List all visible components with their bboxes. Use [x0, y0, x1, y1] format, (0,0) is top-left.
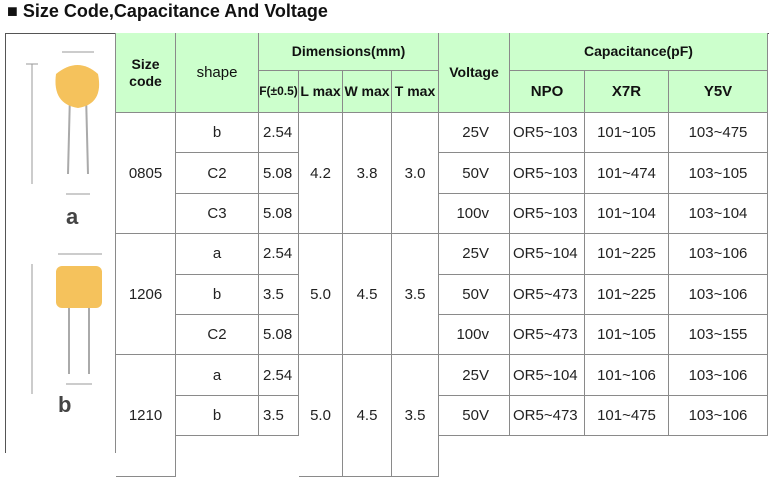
npo: OR5~473 [510, 315, 585, 356]
page: ■ Size Code,Capacitance And Voltage a b … [5, 1, 769, 477]
dimension: 3.0 [392, 113, 439, 235]
shape: C3 [176, 193, 259, 235]
header-cell: Voltage [439, 33, 510, 113]
shape: b [176, 395, 259, 437]
image-label: b [58, 392, 71, 417]
shape: a [176, 234, 259, 275]
f-value: 3.5 [259, 274, 299, 315]
f-value: 5.08 [259, 315, 299, 356]
header-cell: Dimensions(mm) [259, 33, 439, 71]
f-value: 2.54 [259, 355, 299, 396]
shape: b [176, 274, 259, 315]
y5v: 103~106 [669, 274, 768, 315]
voltage: 25V [439, 355, 510, 396]
voltage: 50V [439, 274, 510, 315]
x7r: 101~475 [585, 395, 669, 437]
npo: OR5~473 [510, 274, 585, 315]
header-cell: T max [392, 71, 439, 113]
npo: OR5~103 [510, 153, 585, 194]
header-cell: NPO [510, 71, 585, 113]
shape: C2 [176, 315, 259, 356]
y5v: 103~104 [669, 193, 768, 235]
npo: OR5~103 [510, 193, 585, 235]
size-code: 1206 [116, 234, 176, 356]
voltage: 25V [439, 113, 510, 154]
dimension: 4.5 [343, 355, 392, 477]
npo: OR5~473 [510, 395, 585, 437]
y5v: 103~106 [669, 355, 768, 396]
voltage: 100v [439, 315, 510, 356]
image-column [5, 33, 116, 453]
f-value: 2.54 [259, 234, 299, 275]
f-value: 2.54 [259, 113, 299, 154]
header-cell: F(±0.5) [259, 71, 299, 113]
x7r: 101~106 [585, 355, 669, 396]
x7r: 101~104 [585, 193, 669, 235]
voltage: 100v [439, 193, 510, 235]
dimension: 5.0 [299, 355, 343, 477]
shape: b [176, 113, 259, 154]
npo: OR5~104 [510, 355, 585, 396]
voltage: 50V [439, 153, 510, 194]
x7r: 101~105 [585, 113, 669, 154]
x7r: 101~225 [585, 234, 669, 275]
size-code: 1210 [116, 355, 176, 477]
dimension: 4.5 [343, 234, 392, 356]
x7r: 101~105 [585, 315, 669, 356]
shape: C2 [176, 153, 259, 194]
title: ■ Size Code,Capacitance And Voltage [7, 1, 328, 21]
npo: OR5~103 [510, 113, 585, 154]
x7r: 101~474 [585, 153, 669, 194]
dimension: 3.8 [343, 113, 392, 235]
capacitor-images: a b [26, 51, 102, 417]
y5v: 103~106 [669, 234, 768, 275]
y5v: 103~155 [669, 315, 768, 356]
dimension: 4.2 [299, 113, 343, 235]
y5v: 103~106 [669, 395, 768, 437]
dimension: 3.5 [392, 355, 439, 477]
size-code: 0805 [116, 113, 176, 235]
x7r: 101~225 [585, 274, 669, 315]
header-cell: L max [299, 71, 343, 113]
voltage: 50V [439, 395, 510, 437]
header-cell: Y5V [669, 71, 768, 113]
f-value: 3.5 [259, 395, 299, 437]
header-cell: shape [176, 33, 259, 113]
y5v: 103~475 [669, 113, 768, 154]
npo: OR5~104 [510, 234, 585, 275]
y5v: 103~105 [669, 153, 768, 194]
shape: a [176, 355, 259, 396]
f-value: 5.08 [259, 193, 299, 235]
header-cell: X7R [585, 71, 669, 113]
header-cell: Capacitance(pF) [510, 33, 768, 71]
dimension: 3.5 [392, 234, 439, 356]
header-cell: Size code [116, 33, 176, 113]
voltage: 25V [439, 234, 510, 275]
header-cell: W max [343, 71, 392, 113]
dimension: 5.0 [299, 234, 343, 356]
f-value: 5.08 [259, 153, 299, 194]
image-label: a [66, 204, 79, 229]
